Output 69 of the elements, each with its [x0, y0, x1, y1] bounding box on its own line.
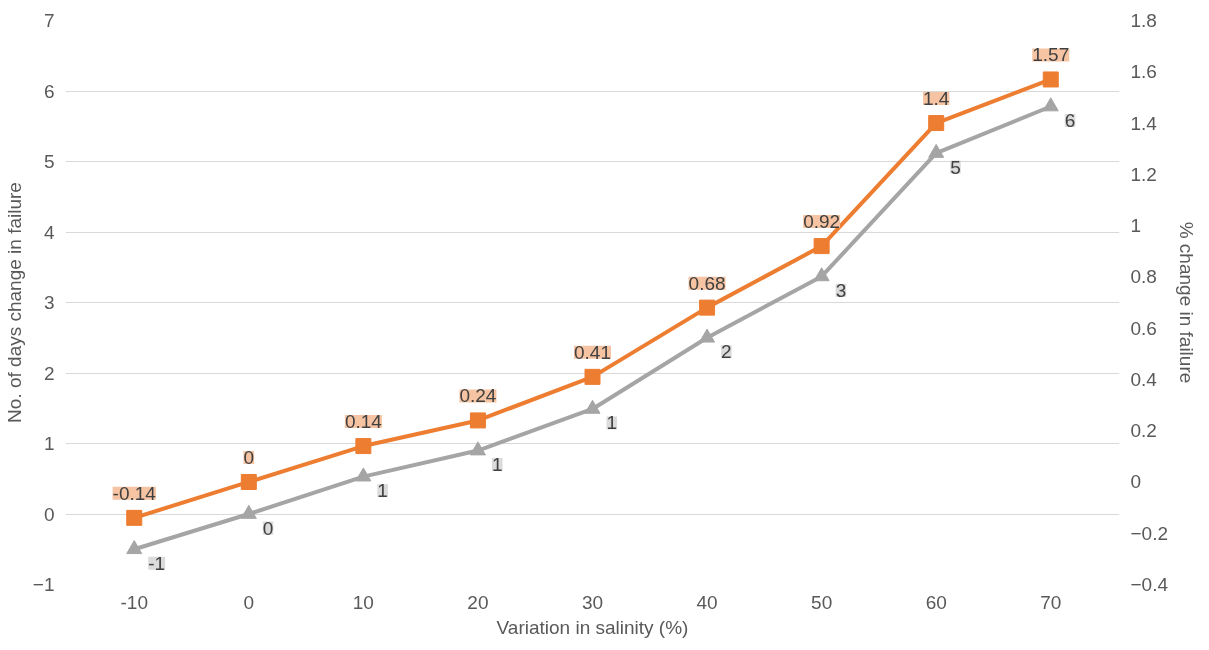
data-label: 3: [835, 279, 847, 301]
data-label: 0.14: [344, 411, 383, 433]
point: [469, 441, 486, 456]
y-tick-label: 1: [43, 433, 55, 454]
point: [355, 438, 372, 455]
data-label: 1.4: [922, 88, 950, 110]
y2-tick-label: 1.4: [1130, 112, 1158, 134]
point: [584, 399, 601, 414]
data-label: 0.41: [574, 341, 611, 363]
data-label: 0: [243, 446, 255, 468]
x-tick-label: 0: [243, 591, 255, 613]
point: [928, 115, 945, 132]
point: [813, 267, 830, 282]
point: [1042, 71, 1059, 88]
point: [469, 412, 486, 429]
point: [813, 238, 830, 255]
y2-tick-label: 0.6: [1130, 317, 1157, 339]
x-tick-label: 70: [1040, 591, 1062, 613]
point: [355, 467, 372, 482]
point: [240, 504, 257, 519]
y2-tick-label: 1: [1130, 215, 1142, 237]
point: [584, 368, 601, 385]
y-tick-label: 4: [43, 221, 55, 243]
point: [1042, 97, 1059, 112]
y-tick-label: 7: [43, 10, 55, 31]
point: [126, 509, 143, 526]
x-tick-label: 10: [352, 591, 374, 613]
y2-tick-label: 1.8: [1130, 10, 1157, 31]
data-label: -0.14: [112, 482, 157, 504]
data-label: 1: [491, 454, 503, 476]
y2-tick-label: −0.4: [1130, 574, 1169, 595]
point: [928, 143, 945, 158]
data-label: 1.57: [1032, 44, 1070, 66]
x-tick-label: 40: [696, 591, 718, 613]
data-label: 2: [721, 341, 732, 363]
y2-tick-label: 0.8: [1130, 266, 1157, 288]
point: [699, 299, 716, 316]
y2-tick-label: 0.2: [1130, 420, 1157, 442]
y2-tick-label: 0: [1130, 471, 1142, 493]
data-label: 0.24: [459, 385, 497, 407]
x-axis-title: Variation in salinity (%): [496, 616, 689, 638]
x-tick-label: 30: [581, 591, 604, 613]
x-tick-label: 20: [467, 591, 489, 613]
y-axis-title: No. of days change in failure: [3, 182, 25, 423]
point: [699, 328, 716, 343]
x-tick-label: -10: [120, 591, 148, 613]
data-label: 0: [262, 517, 274, 539]
y-tick-label: 0: [43, 503, 55, 525]
y2-tick-label: 0.4: [1130, 368, 1158, 390]
data-label: 1: [377, 480, 388, 502]
y-tick-label: −1: [32, 574, 55, 595]
y2-axis-title: % change in failure: [1176, 221, 1198, 384]
y2-tick-label: 1.2: [1130, 163, 1157, 185]
data-label: 0.92: [803, 211, 841, 233]
x-tick-label: 60: [925, 591, 947, 613]
data-label: -1: [148, 552, 166, 574]
data-label: 1: [606, 412, 618, 434]
data-label: 5: [950, 156, 961, 178]
data-label: 6: [1064, 110, 1076, 132]
point: [126, 540, 143, 555]
y-tick-label: 6: [43, 80, 55, 102]
y-tick-label: 3: [43, 292, 55, 313]
y-tick-label: 2: [43, 362, 55, 384]
y-tick-label: 5: [43, 151, 55, 172]
data-label: 0.68: [688, 272, 726, 294]
y2-tick-label: 1.6: [1130, 61, 1157, 83]
point: [240, 473, 257, 490]
x-tick-label: 50: [811, 591, 833, 613]
y2-tick-label: −0.2: [1130, 522, 1169, 544]
